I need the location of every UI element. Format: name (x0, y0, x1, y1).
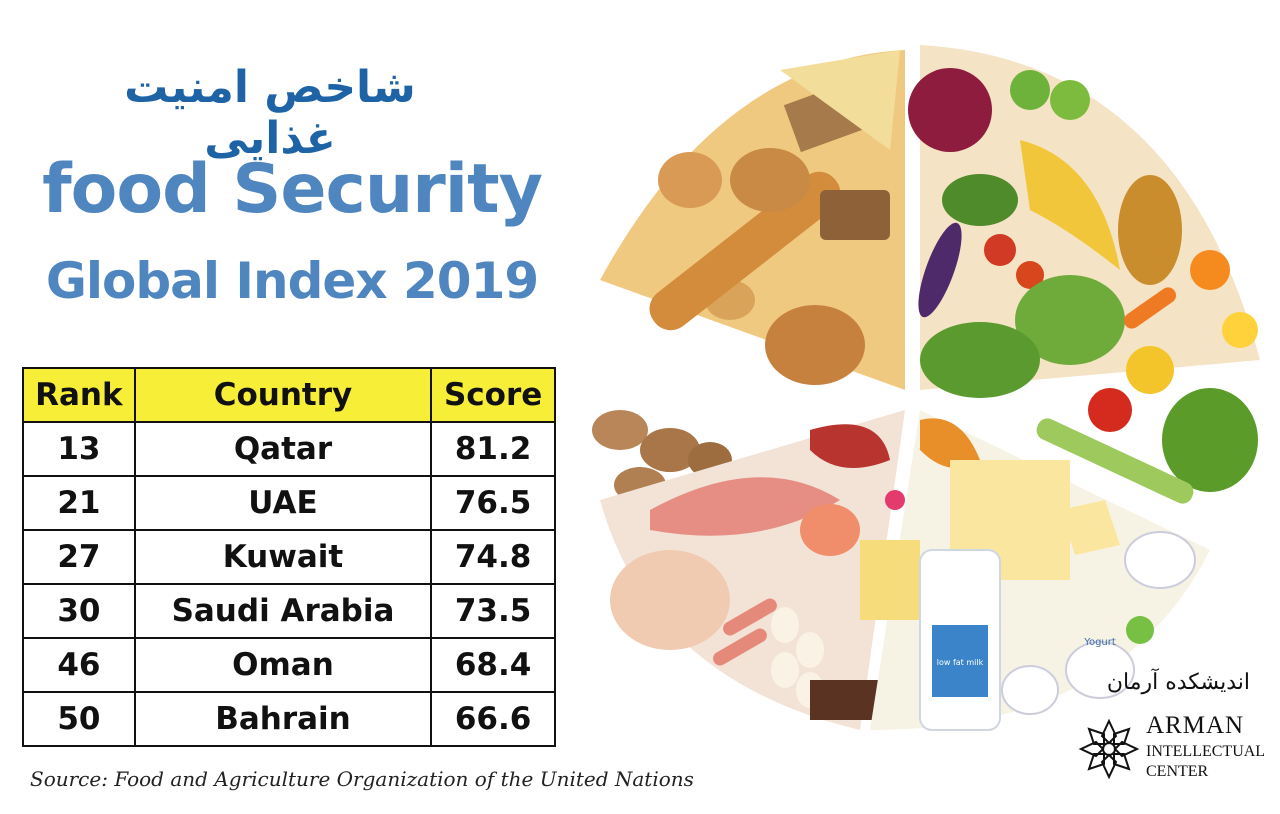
cell-score: 66.6 (430, 691, 556, 747)
logo-subtitle-line1: INTELLECTUAL (1146, 743, 1266, 760)
dairy-sector: low fat milk Yogurt (860, 410, 1210, 731)
cell-rank: 30 (22, 583, 136, 639)
source-note: Source: Food and Agriculture Organizatio… (30, 767, 694, 791)
logo-subtitle-line2: CENTER (1146, 763, 1209, 780)
cell-score: 76.5 (430, 475, 556, 531)
table-row: 46 Oman 68.4 (22, 637, 556, 693)
cell-country: Qatar (133, 421, 433, 477)
table-row: 50 Bahrain 66.6 (22, 691, 556, 747)
header-rank: Rank (22, 367, 136, 423)
table-row: 21 UAE 76.5 (22, 475, 556, 531)
cell-score: 68.4 (430, 637, 556, 693)
table-row: 27 Kuwait 74.8 (22, 529, 556, 585)
cell-rank: 27 (22, 529, 136, 585)
cell-score: 74.8 (430, 529, 556, 585)
grains-sector (592, 50, 905, 503)
logo-persian-name: اندیشکده آرمان (1106, 670, 1250, 695)
cell-score: 81.2 (430, 421, 556, 477)
title-english-line2: Global Index 2019 (45, 252, 539, 310)
cell-rank: 13 (22, 421, 136, 477)
cell-rank: 46 (22, 637, 136, 693)
yogurt-label: Yogurt (1083, 637, 1116, 648)
cell-rank: 21 (22, 475, 136, 531)
food-groups-illustration: low fat milk Yogurt (592, 45, 1260, 731)
title-english-line1: food Security (42, 150, 543, 229)
table-row: 30 Saudi Arabia 73.5 (22, 583, 556, 639)
title-persian: شاخص امنیت غذایی (124, 62, 416, 164)
table-row: 13 Qatar 81.2 (22, 421, 556, 477)
header-score: Score (430, 367, 556, 423)
fruits-vegetables-sector (908, 45, 1260, 504)
logo-english-name: ARMAN (1146, 712, 1245, 739)
cell-country: Saudi Arabia (133, 583, 433, 639)
arman-emblem-icon (1078, 718, 1140, 780)
cell-country: Bahrain (133, 691, 433, 747)
header-country: Country (133, 367, 433, 423)
cell-rank: 50 (22, 691, 136, 747)
protein-sector (600, 410, 905, 730)
cell-country: UAE (133, 475, 433, 531)
table-header-row: Rank Country Score (22, 367, 556, 423)
cell-score: 73.5 (430, 583, 556, 639)
cell-country: Kuwait (133, 529, 433, 585)
milk-label: low fat milk (937, 658, 984, 667)
ranking-table: Rank Country Score 13 Qatar 81.2 21 UAE … (22, 367, 556, 747)
arman-logo: اندیشکده آرمان ARMAN INTELLECTUAL CENTER (1076, 670, 1280, 790)
cell-country: Oman (133, 637, 433, 693)
